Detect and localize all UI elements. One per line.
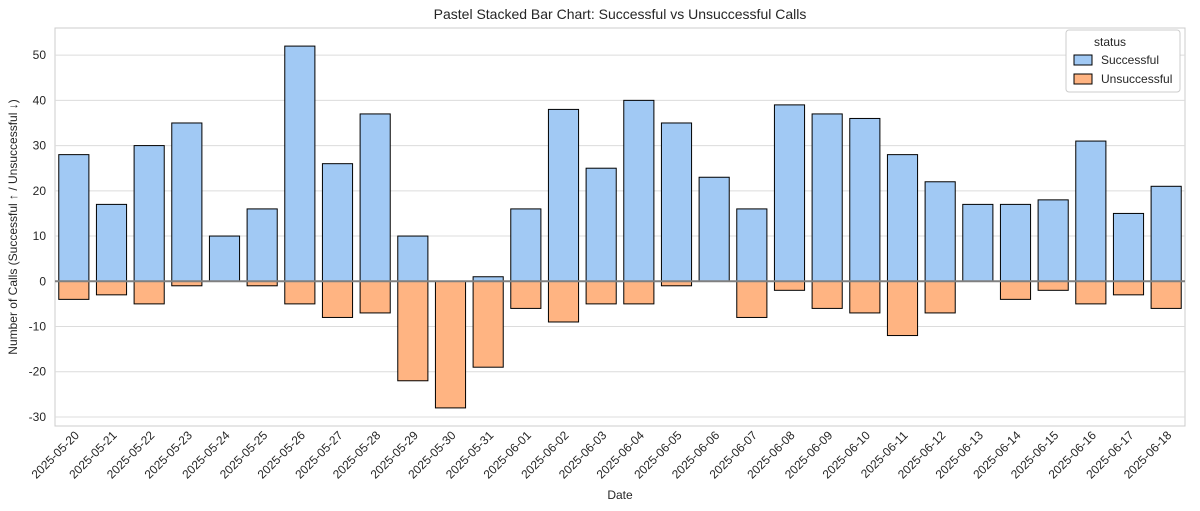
bar-successful-2025-06-18 — [1150, 185, 1182, 282]
y-axis-title: Number of Calls (Successful ↑ / Unsucces… — [6, 99, 20, 354]
y-tick-label: -20 — [29, 365, 47, 379]
x-axis-title: Date — [607, 488, 633, 502]
bars — [55, 45, 1185, 409]
y-tick-label: 30 — [33, 139, 47, 153]
bar-successful-2025-06-11 — [886, 154, 919, 282]
bar-successful-2025-06-09 — [811, 113, 843, 282]
bar-successful-2025-06-05 — [660, 122, 693, 282]
legend-label-successful: Successful — [1101, 53, 1159, 67]
bar-successful-2025-06-08 — [773, 104, 806, 282]
bar-successful-2025-05-28 — [359, 113, 391, 282]
legend-swatch-unsuccessful — [1073, 73, 1093, 85]
bar-successful-2025-05-21 — [95, 203, 128, 282]
bar-successful-2025-05-25 — [246, 208, 278, 282]
bar-unsuccessful-2025-05-29 — [397, 280, 429, 382]
legend-frame — [1065, 29, 1181, 93]
bar-successful-2025-05-29 — [397, 235, 429, 282]
bar-unsuccessful-2025-05-28 — [359, 280, 391, 314]
grid-lines — [55, 54, 1185, 418]
x-tick-labels: 2025-05-202025-05-212025-05-222025-05-23… — [29, 428, 1175, 482]
bar-unsuccessful-2025-06-07 — [736, 280, 768, 318]
y-tick-label: 20 — [33, 184, 47, 198]
bar-unsuccessful-2025-06-15 — [1037, 280, 1069, 291]
legend-swatch-successful — [1073, 54, 1093, 66]
bar-successful-2025-06-15 — [1037, 199, 1069, 282]
bar-successful-2025-06-12 — [924, 181, 956, 282]
bar-successful-2025-05-27 — [321, 163, 354, 282]
bar-successful-2025-05-26 — [284, 45, 316, 282]
bar-unsuccessful-2025-05-20 — [58, 280, 90, 300]
bar-unsuccessful-2025-05-22 — [133, 280, 165, 305]
bar-successful-2025-06-17 — [1112, 212, 1145, 282]
bar-unsuccessful-2025-06-01 — [510, 280, 542, 309]
bar-successful-2025-06-14 — [999, 203, 1032, 282]
y-tick-label: 50 — [33, 48, 47, 62]
bar-unsuccessful-2025-06-12 — [924, 280, 956, 314]
bar-successful-2025-06-10 — [849, 117, 881, 282]
y-tick-label: 40 — [33, 93, 47, 107]
legend: status Successful Unsuccessful — [1065, 29, 1181, 93]
bar-successful-2025-05-20 — [58, 154, 90, 282]
bar-unsuccessful-2025-06-14 — [999, 280, 1032, 300]
bar-unsuccessful-2025-05-21 — [95, 280, 128, 296]
plot-area — [54, 27, 1186, 427]
bar-unsuccessful-2025-06-11 — [886, 280, 919, 337]
bar-unsuccessful-2025-06-03 — [585, 280, 617, 305]
bar-unsuccessful-2025-05-26 — [284, 280, 316, 305]
bar-successful-2025-06-06 — [698, 176, 730, 282]
legend-label-unsuccessful: Unsuccessful — [1101, 72, 1172, 86]
chart-title: Pastel Stacked Bar Chart: Successful vs … — [434, 6, 807, 22]
bar-unsuccessful-2025-05-27 — [321, 280, 354, 318]
bar-unsuccessful-2025-06-10 — [849, 280, 881, 314]
bar-unsuccessful-2025-06-09 — [811, 280, 843, 309]
legend-title: status — [1094, 35, 1126, 49]
bar-unsuccessful-2025-06-02 — [547, 280, 580, 323]
bar-unsuccessful-2025-06-17 — [1112, 280, 1145, 296]
y-tick-label: 0 — [39, 274, 46, 288]
y-tick-label: 10 — [33, 229, 47, 243]
bar-successful-2025-06-04 — [623, 99, 655, 282]
bar-unsuccessful-2025-06-04 — [623, 280, 655, 305]
bar-successful-2025-06-13 — [962, 203, 994, 282]
bar-successful-2025-05-24 — [208, 235, 241, 282]
y-tick-label: -10 — [29, 320, 47, 334]
y-tick-label: -30 — [29, 410, 47, 424]
y-tick-labels: -30 -20 -10 0 10 20 30 40 50 — [29, 48, 47, 424]
bar-unsuccessful-2025-06-18 — [1150, 280, 1182, 309]
bar-successful-2025-06-01 — [510, 208, 542, 282]
bar-successful-2025-06-16 — [1075, 140, 1107, 282]
bar-unsuccessful-2025-06-16 — [1075, 280, 1107, 305]
bar-unsuccessful-2025-05-30 — [434, 280, 467, 409]
bar-unsuccessful-2025-05-31 — [472, 280, 504, 368]
bar-successful-2025-06-02 — [547, 108, 580, 282]
bar-successful-2025-06-03 — [585, 167, 617, 282]
bar-unsuccessful-2025-06-08 — [773, 280, 806, 291]
bar-successful-2025-06-07 — [736, 208, 768, 282]
bar-successful-2025-05-22 — [133, 145, 165, 282]
bar-successful-2025-05-23 — [171, 122, 203, 282]
